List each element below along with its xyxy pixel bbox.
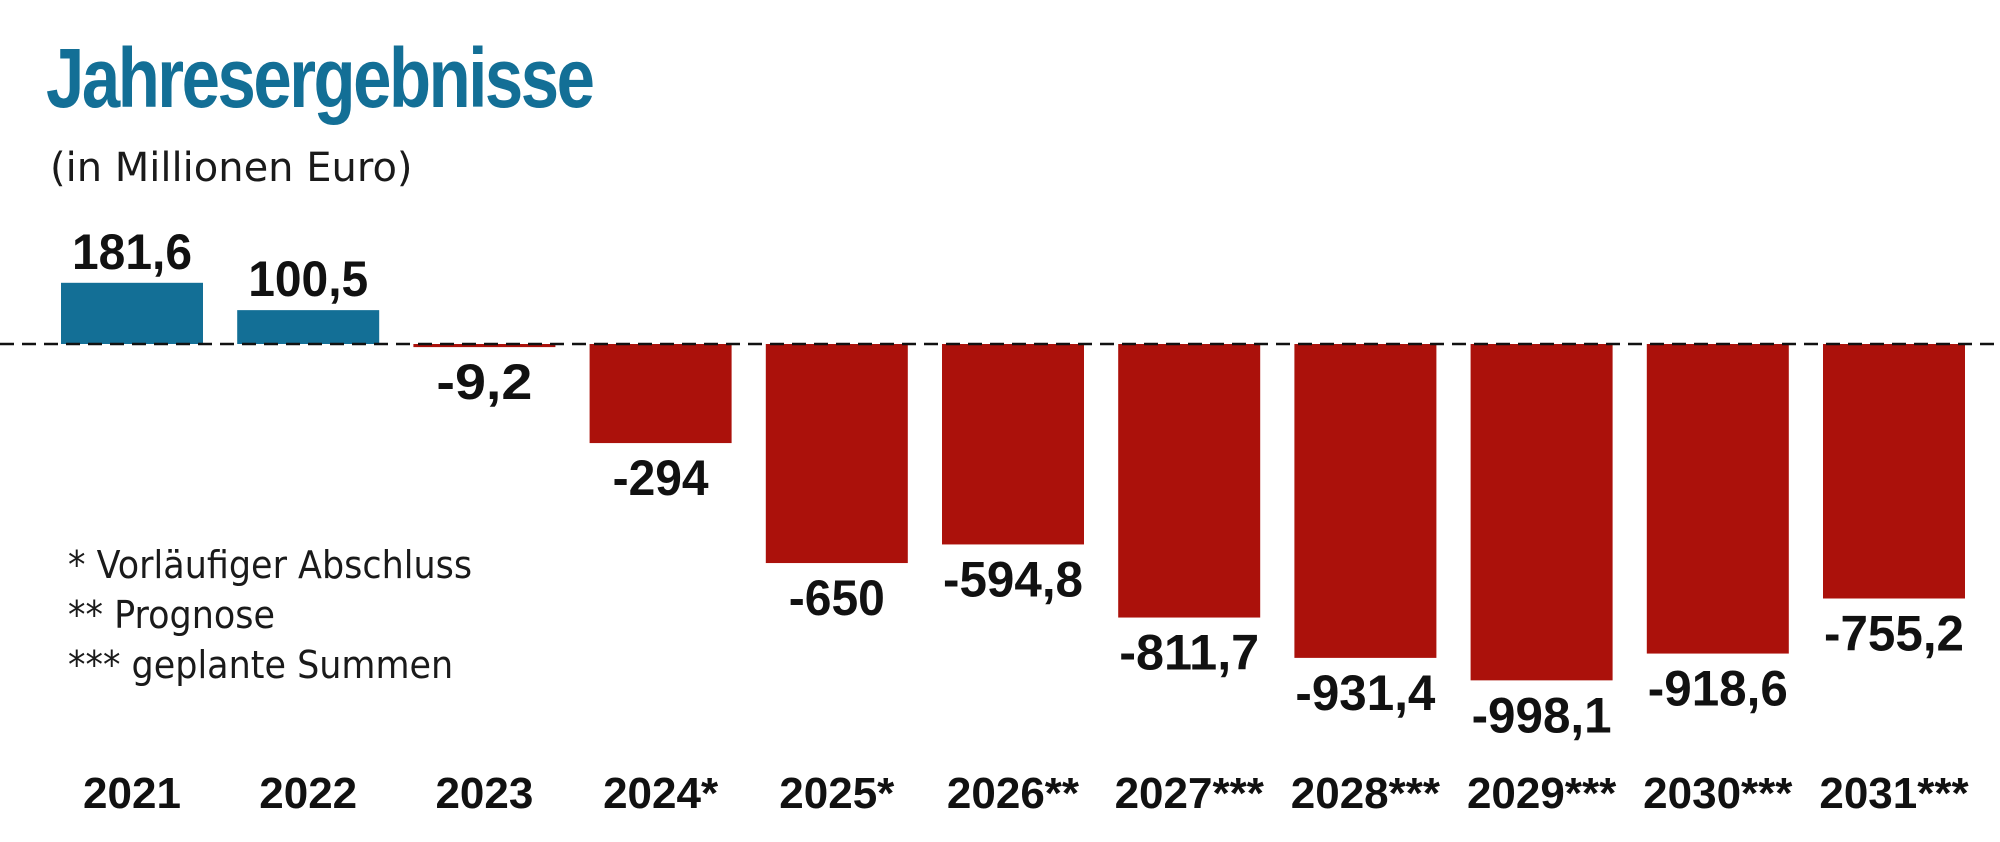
value-label: -811,7	[1119, 625, 1259, 681]
bar-2030	[1646, 344, 1789, 654]
bar-2021	[61, 282, 203, 344]
value-label: -931,4	[1295, 665, 1435, 721]
category-label: 2027***	[1115, 769, 1265, 818]
bar-2024	[589, 344, 732, 444]
category-label: 2026**	[947, 769, 1080, 818]
bar-2022	[237, 310, 380, 344]
value-label: -650	[789, 570, 885, 626]
category-label: 2029***	[1467, 769, 1617, 818]
value-label: 181,6	[72, 224, 192, 280]
category-label: 2023	[435, 769, 533, 818]
bar-2025	[765, 344, 908, 564]
footnote-preliminary: * Vorläufiger Abschluss	[68, 543, 473, 587]
category-label: 2022	[259, 769, 357, 818]
value-label: -755,2	[1824, 606, 1964, 662]
value-label: 100,5	[248, 251, 368, 307]
value-label: -918,6	[1648, 661, 1788, 717]
category-label: 2028***	[1291, 769, 1441, 818]
chart-subtitle: (in Millionen Euro)	[50, 145, 413, 191]
category-label: 2025*	[779, 769, 895, 818]
footnotes: * Vorläufiger Abschluss ** Prognose *** …	[68, 540, 507, 690]
bar-2031	[1823, 344, 1965, 599]
value-label: -998,1	[1472, 687, 1612, 743]
category-label: 2031***	[1819, 769, 1969, 818]
category-label: 2021	[83, 769, 181, 818]
bar-2026	[942, 344, 1084, 545]
footnote-forecast: ** Prognose	[68, 593, 275, 637]
bar-2027	[1118, 344, 1261, 618]
bar-2028	[1294, 344, 1437, 658]
bar-2023	[413, 344, 556, 348]
value-label: -9,2	[436, 354, 532, 410]
category-label: 2024*	[603, 769, 719, 818]
footnote-planned: *** geplante Summen	[68, 643, 454, 687]
value-label: -294	[613, 450, 709, 506]
bar-2029	[1470, 344, 1613, 681]
category-label: 2030***	[1643, 769, 1793, 818]
chart-title: Jahresergebnisse	[46, 31, 595, 125]
value-label: -594,8	[943, 551, 1083, 607]
